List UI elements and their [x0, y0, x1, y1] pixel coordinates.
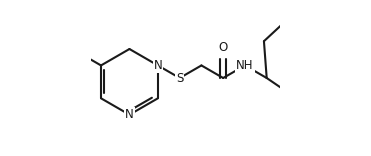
Text: N: N: [154, 59, 162, 72]
Text: S: S: [176, 71, 183, 85]
Text: N: N: [125, 108, 134, 121]
Text: O: O: [219, 41, 228, 54]
Text: NH: NH: [236, 59, 254, 72]
